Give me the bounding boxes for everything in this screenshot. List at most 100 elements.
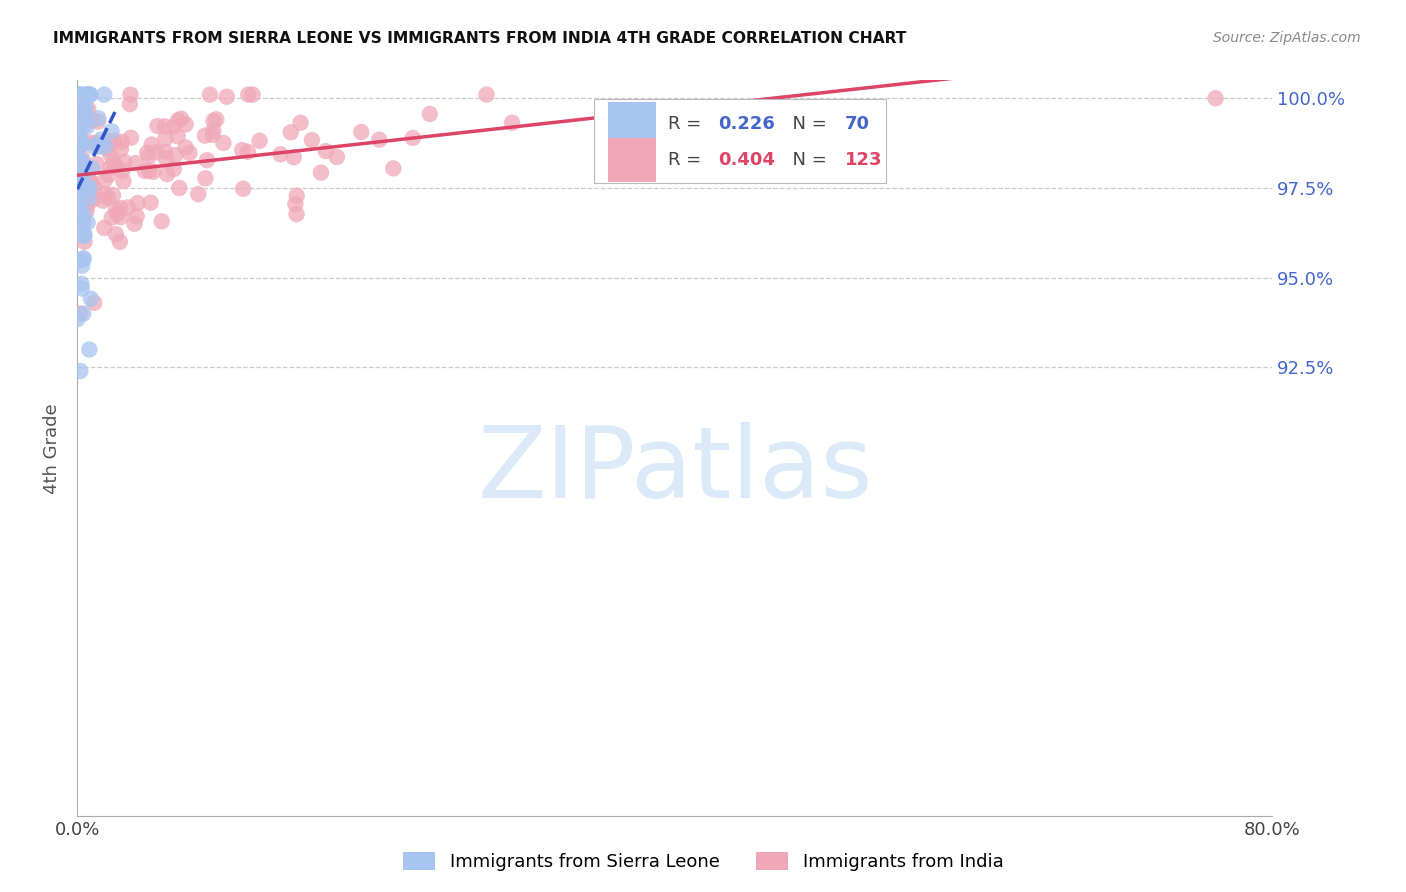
Point <box>97 191 120 205</box>
Point <box>111 135 134 149</box>
Point <box>285 207 308 221</box>
Point <box>67 87 90 102</box>
Point <box>167 113 190 128</box>
Point <box>82 193 104 207</box>
Point <box>75 160 97 174</box>
Point <box>80 292 103 306</box>
Point <box>194 171 217 186</box>
Point <box>66 157 89 171</box>
Point <box>87 112 110 126</box>
Point <box>103 154 125 169</box>
Point <box>120 130 142 145</box>
Point <box>134 164 156 178</box>
Text: Source: ZipAtlas.com: Source: ZipAtlas.com <box>1213 31 1361 45</box>
Point <box>86 138 108 153</box>
Point <box>72 170 94 185</box>
Point <box>69 202 91 217</box>
Point <box>290 116 312 130</box>
Point <box>90 132 112 146</box>
Point <box>138 149 160 163</box>
Point <box>73 208 96 222</box>
Point <box>73 112 96 127</box>
Point <box>110 201 132 215</box>
Point <box>94 139 117 153</box>
Point <box>76 120 98 134</box>
Point <box>77 172 100 186</box>
Point <box>93 173 115 187</box>
Point <box>80 176 103 190</box>
Point <box>75 102 97 116</box>
Point <box>202 113 225 128</box>
Point <box>156 167 179 181</box>
Point <box>91 194 114 208</box>
Point <box>72 121 94 136</box>
Point <box>350 125 373 139</box>
Text: IMMIGRANTS FROM SIERRA LEONE VS IMMIGRANTS FROM INDIA 4TH GRADE CORRELATION CHAR: IMMIGRANTS FROM SIERRA LEONE VS IMMIGRAN… <box>53 31 907 46</box>
Point <box>100 211 122 225</box>
Point <box>73 180 96 194</box>
Point <box>69 134 91 148</box>
Point <box>73 228 96 243</box>
Point <box>105 202 128 217</box>
Point <box>70 137 93 152</box>
Point <box>280 125 302 139</box>
Point <box>70 153 93 168</box>
Point <box>66 312 89 326</box>
Point <box>69 105 91 120</box>
Point <box>82 113 104 128</box>
Point <box>72 165 94 179</box>
Point <box>170 112 193 126</box>
Point <box>98 147 121 161</box>
Point <box>77 136 100 150</box>
Point <box>70 281 93 295</box>
Point <box>112 154 135 169</box>
Point <box>73 182 96 196</box>
Point <box>285 188 308 202</box>
Point <box>93 87 115 102</box>
Y-axis label: 4th Grade: 4th Grade <box>44 403 62 493</box>
Point <box>72 152 94 166</box>
Point <box>70 184 93 198</box>
Point <box>136 145 159 160</box>
Point <box>72 307 94 321</box>
Point <box>69 307 91 321</box>
Point <box>501 116 523 130</box>
Point <box>138 163 160 178</box>
Point <box>124 156 146 170</box>
Point <box>215 89 238 103</box>
Point <box>83 296 105 310</box>
Point <box>105 207 128 221</box>
Point <box>77 181 100 195</box>
Point <box>72 137 94 152</box>
Text: ZIPatlas: ZIPatlas <box>477 422 873 519</box>
Point <box>72 102 94 116</box>
Text: 0.226: 0.226 <box>718 115 775 133</box>
Point <box>419 107 441 121</box>
Point <box>97 134 120 148</box>
Text: 123: 123 <box>845 151 882 169</box>
Point <box>77 102 100 116</box>
Point <box>155 132 177 146</box>
Point <box>83 136 105 150</box>
Point <box>120 87 142 102</box>
Point <box>242 87 264 102</box>
Text: 0.404: 0.404 <box>718 151 775 169</box>
Point <box>166 129 188 144</box>
Point <box>79 343 101 357</box>
Point <box>146 119 169 133</box>
Point <box>153 120 176 134</box>
Point <box>195 153 218 168</box>
Point <box>67 124 90 138</box>
Point <box>103 134 125 148</box>
Point <box>212 136 235 150</box>
Point <box>97 168 120 182</box>
Point <box>66 120 89 135</box>
Point <box>162 120 184 134</box>
Point <box>283 150 305 164</box>
Point <box>142 165 165 179</box>
Text: N =: N = <box>782 151 832 169</box>
Point <box>163 161 186 176</box>
Point <box>69 87 91 102</box>
Point <box>269 147 291 161</box>
Point <box>202 123 225 137</box>
